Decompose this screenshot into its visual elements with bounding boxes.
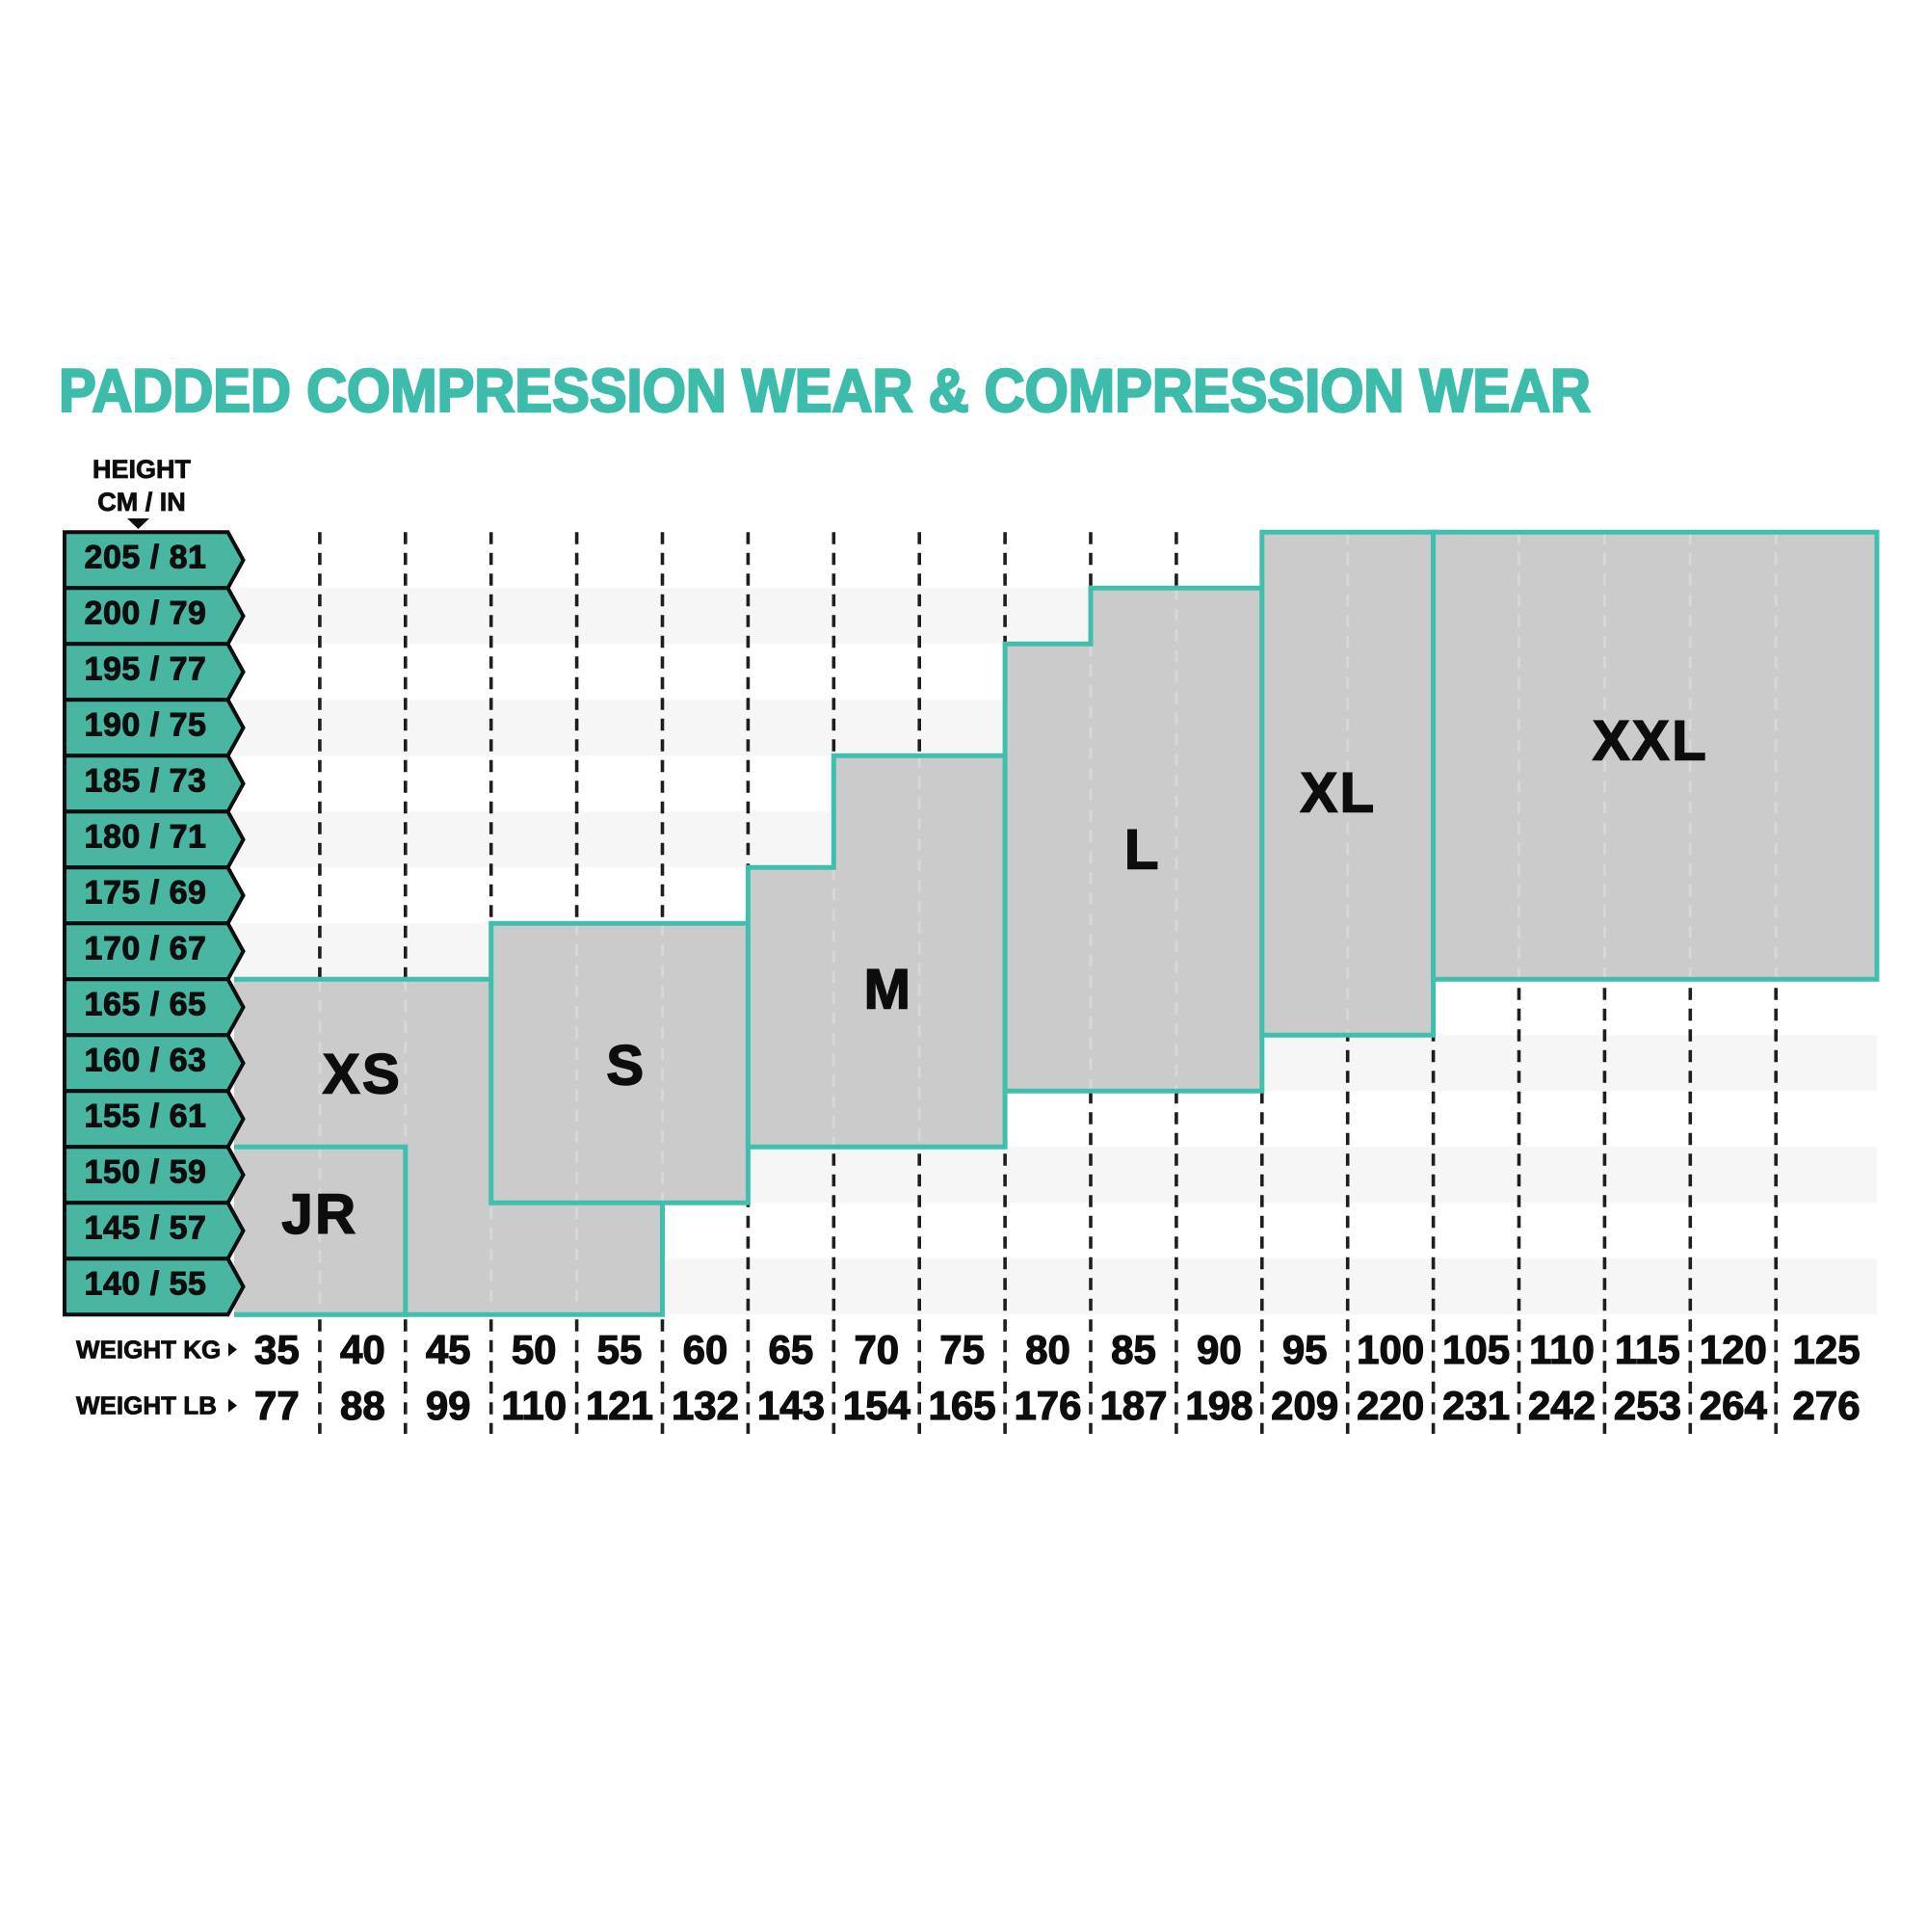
svg-text:190 / 75: 190 / 75 xyxy=(85,707,207,744)
svg-text:XL: XL xyxy=(1300,762,1376,825)
svg-text:140 / 55: 140 / 55 xyxy=(85,1266,207,1303)
svg-text:200 / 79: 200 / 79 xyxy=(85,595,207,632)
svg-text:242: 242 xyxy=(1528,1383,1596,1428)
svg-text:XS: XS xyxy=(323,1044,402,1106)
svg-text:CM / IN: CM / IN xyxy=(97,488,186,516)
svg-text:276: 276 xyxy=(1793,1383,1861,1428)
svg-text:M: M xyxy=(864,959,913,1021)
svg-text:40: 40 xyxy=(340,1327,385,1372)
svg-text:77: 77 xyxy=(254,1383,300,1428)
svg-text:100: 100 xyxy=(1357,1327,1424,1372)
svg-text:180 / 71: 180 / 71 xyxy=(85,819,207,856)
svg-text:L: L xyxy=(1124,819,1161,882)
svg-text:205 / 81: 205 / 81 xyxy=(85,540,207,576)
svg-text:110: 110 xyxy=(501,1383,567,1428)
svg-text:185 / 73: 185 / 73 xyxy=(85,763,207,800)
svg-text:165 / 65: 165 / 65 xyxy=(85,987,207,1023)
svg-text:S: S xyxy=(606,1035,646,1098)
svg-text:75: 75 xyxy=(939,1327,985,1372)
svg-text:176: 176 xyxy=(1014,1383,1081,1428)
svg-text:WEIGHT LB: WEIGHT LB xyxy=(76,1391,217,1420)
svg-text:45: 45 xyxy=(426,1327,471,1372)
svg-text:145 / 57: 145 / 57 xyxy=(85,1210,207,1247)
svg-text:95: 95 xyxy=(1282,1327,1328,1372)
svg-text:65: 65 xyxy=(769,1327,814,1372)
svg-text:195 / 77: 195 / 77 xyxy=(85,651,207,688)
svg-text:160 / 63: 160 / 63 xyxy=(85,1043,207,1079)
svg-text:264: 264 xyxy=(1700,1383,1768,1428)
svg-text:90: 90 xyxy=(1197,1327,1242,1372)
svg-text:80: 80 xyxy=(1025,1327,1070,1372)
svg-text:JR: JR xyxy=(281,1183,357,1246)
svg-text:198: 198 xyxy=(1185,1383,1253,1428)
svg-text:55: 55 xyxy=(597,1327,643,1372)
svg-text:220: 220 xyxy=(1357,1383,1424,1428)
svg-text:165: 165 xyxy=(929,1383,996,1428)
svg-text:WEIGHT KG: WEIGHT KG xyxy=(76,1336,221,1364)
svg-text:132: 132 xyxy=(672,1383,739,1428)
svg-text:154: 154 xyxy=(843,1383,911,1428)
svg-text:115: 115 xyxy=(1615,1327,1680,1372)
svg-text:99: 99 xyxy=(426,1383,471,1428)
svg-text:155 / 61: 155 / 61 xyxy=(85,1098,207,1135)
svg-text:231: 231 xyxy=(1442,1383,1510,1428)
svg-text:85: 85 xyxy=(1111,1327,1156,1372)
svg-text:175 / 69: 175 / 69 xyxy=(85,875,207,912)
svg-text:170 / 67: 170 / 67 xyxy=(85,931,207,967)
svg-text:143: 143 xyxy=(757,1383,825,1428)
svg-text:105: 105 xyxy=(1442,1327,1510,1372)
svg-text:HEIGHT: HEIGHT xyxy=(92,455,192,484)
svg-text:125: 125 xyxy=(1793,1327,1861,1372)
svg-text:60: 60 xyxy=(683,1327,728,1372)
svg-text:50: 50 xyxy=(512,1327,557,1372)
svg-text:120: 120 xyxy=(1700,1327,1767,1372)
svg-text:209: 209 xyxy=(1271,1383,1338,1428)
svg-text:XXL: XXL xyxy=(1593,710,1708,773)
svg-text:35: 35 xyxy=(254,1327,300,1372)
svg-text:253: 253 xyxy=(1614,1383,1681,1428)
svg-text:110: 110 xyxy=(1529,1327,1595,1372)
svg-text:PADDED COMPRESSION WEAR & COMP: PADDED COMPRESSION WEAR & COMPRESSION WE… xyxy=(59,357,1591,425)
svg-text:121: 121 xyxy=(586,1383,653,1428)
svg-text:150 / 59: 150 / 59 xyxy=(85,1154,207,1191)
svg-text:187: 187 xyxy=(1099,1383,1167,1428)
svg-text:88: 88 xyxy=(340,1383,385,1428)
svg-text:70: 70 xyxy=(854,1327,899,1372)
